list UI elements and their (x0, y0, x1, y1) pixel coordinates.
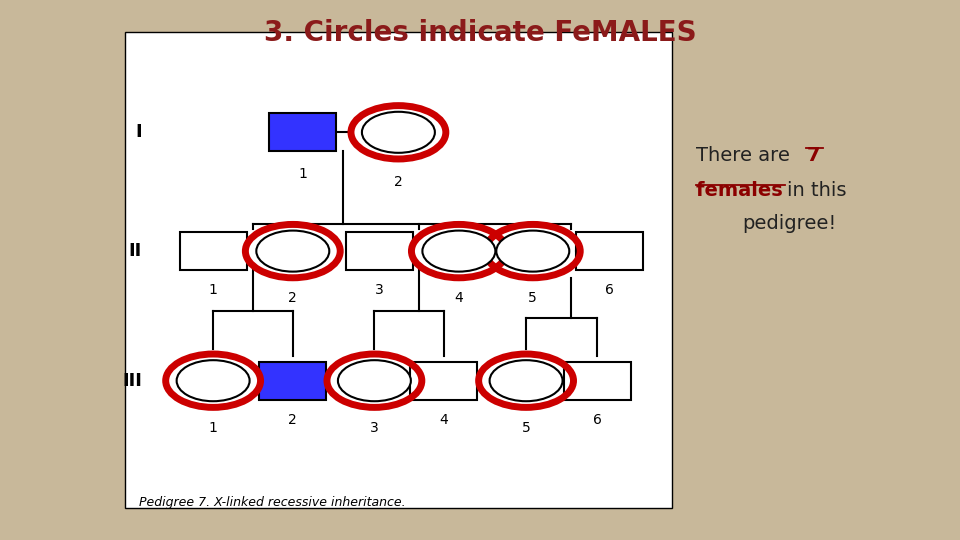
Text: 4: 4 (454, 291, 464, 305)
Text: 2: 2 (288, 291, 298, 305)
Text: There are: There are (696, 146, 796, 165)
Text: 1: 1 (208, 284, 218, 298)
Bar (576, 232, 643, 270)
Text: 6: 6 (605, 284, 614, 298)
Bar (180, 232, 247, 270)
Text: Pedigree 7. X-linked recessive inheritance.: Pedigree 7. X-linked recessive inheritan… (139, 496, 406, 509)
Text: 7: 7 (806, 146, 820, 165)
Text: 5: 5 (528, 291, 538, 305)
Text: 1: 1 (298, 167, 307, 181)
Text: 2: 2 (288, 413, 298, 427)
Circle shape (177, 360, 250, 401)
Text: 5: 5 (521, 421, 531, 435)
Text: I: I (135, 123, 142, 141)
Circle shape (338, 360, 411, 401)
Text: 6: 6 (592, 413, 602, 427)
Circle shape (422, 231, 495, 272)
Text: II: II (129, 242, 142, 260)
Circle shape (256, 231, 329, 272)
Bar (269, 113, 336, 151)
Bar (346, 232, 413, 270)
Text: pedigree!: pedigree! (742, 214, 836, 233)
Text: 2: 2 (394, 175, 403, 189)
Text: III: III (122, 372, 142, 390)
Text: 3: 3 (370, 421, 379, 435)
Text: 4: 4 (439, 413, 448, 427)
Text: females: females (696, 181, 789, 200)
Text: 3. Circles indicate FeMALES: 3. Circles indicate FeMALES (264, 19, 696, 47)
Circle shape (362, 112, 435, 153)
Text: 3: 3 (374, 284, 384, 298)
Bar (564, 362, 631, 400)
Circle shape (496, 231, 569, 272)
Bar (259, 362, 326, 400)
Text: 1: 1 (208, 421, 218, 435)
Circle shape (490, 360, 563, 401)
Bar (410, 362, 477, 400)
Text: in this: in this (787, 181, 847, 200)
